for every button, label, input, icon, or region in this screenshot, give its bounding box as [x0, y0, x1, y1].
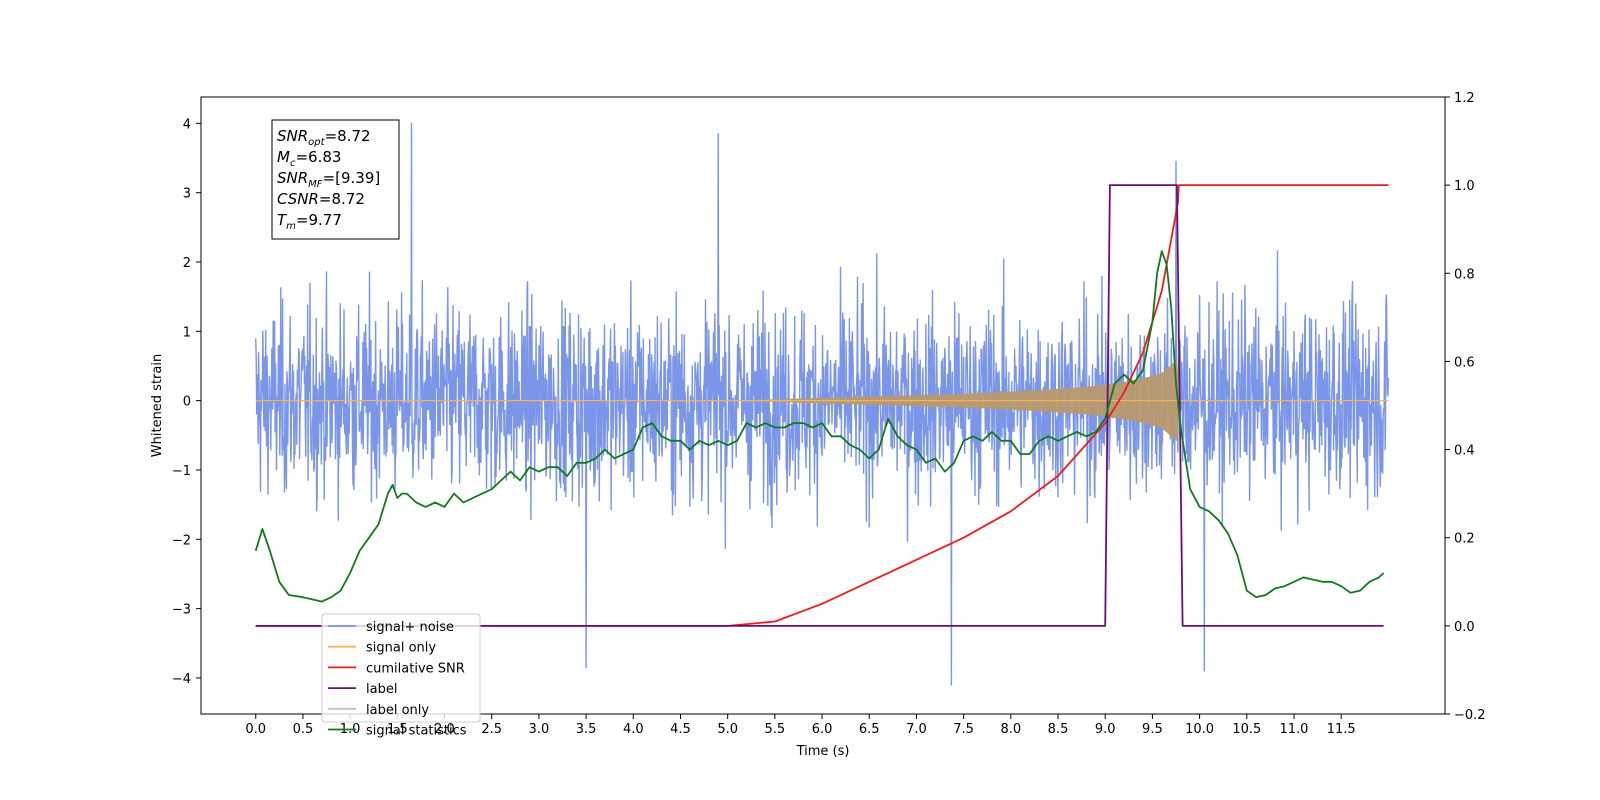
y2-tick-label: 0.0 — [1454, 620, 1475, 635]
y-tick-label: 4 — [183, 117, 191, 132]
signal-statistics-line — [254, 250, 1385, 603]
y2-tick-label: 0.4 — [1454, 444, 1475, 459]
x-tick-label: 4.0 — [623, 722, 644, 737]
signal-noise-line — [255, 122, 1390, 686]
lines-layer — [254, 184, 1389, 627]
stats-box: SNRopt=8.72Mc=6.83SNRMF=[9.39]CSNR=8.72T… — [271, 119, 400, 240]
y-tick-label: 3 — [183, 187, 191, 202]
x-tick-label: 1.5 — [387, 722, 408, 737]
y-tick-label: −1 — [172, 464, 191, 479]
stat-line: CSNR=8.72 — [277, 190, 365, 208]
x-tick-label: 5.5 — [765, 722, 786, 737]
x-tick-label: 7.0 — [906, 722, 927, 737]
label-line — [255, 184, 1384, 627]
x-tick-label: 9.0 — [1095, 722, 1116, 737]
stat-value: =6.83 — [295, 148, 341, 166]
y2-tick-label: 0.8 — [1454, 267, 1475, 282]
x-tick-label: 7.5 — [953, 722, 974, 737]
legend-entry: signal+ noise — [366, 620, 454, 635]
legend-entry: label only — [366, 703, 429, 718]
x-tick-label: 3.0 — [529, 722, 550, 737]
cumulative-snr-line — [255, 184, 1389, 627]
stat-subscript: m — [286, 221, 296, 232]
y-tick-label: −4 — [172, 672, 191, 687]
x-tick-label: 5.0 — [717, 722, 738, 737]
stat-name: SNR — [277, 127, 308, 145]
x-tick-label: 0.5 — [293, 722, 314, 737]
x-tick-label: 6.0 — [812, 722, 833, 737]
stat-name: T — [277, 211, 288, 229]
y-tick-label: −3 — [172, 603, 191, 618]
stat-value: =9.77 — [296, 211, 342, 229]
legend-entry: signal only — [366, 641, 436, 656]
x-tick-label: 11.0 — [1280, 722, 1309, 737]
stat-subscript: opt — [308, 137, 325, 148]
stat-name: CSNR — [277, 190, 319, 208]
plot-frame — [200, 96, 1446, 715]
x-tick-label: 4.5 — [670, 722, 691, 737]
y-tick-label: 2 — [183, 256, 191, 271]
x-tick-label: 6.5 — [859, 722, 880, 737]
stat-line: SNRMF=[9.39] — [277, 169, 380, 190]
stat-line: Tm=9.77 — [277, 211, 342, 232]
stat-subscript: c — [290, 158, 296, 169]
legend: signal+ noise signal only cumilative SNR la… — [321, 613, 481, 739]
stat-value: =8.72 — [325, 127, 371, 145]
legend-entry: signal statistics — [366, 724, 467, 739]
x-tick-label: 3.5 — [576, 722, 597, 737]
stat-line: SNRopt=8.72 — [277, 127, 371, 148]
x-tick-label: 0.0 — [245, 722, 266, 737]
x-tick-label: 10.5 — [1232, 722, 1261, 737]
stat-name: SNR — [277, 169, 308, 187]
x-tick-label: 11.5 — [1327, 722, 1356, 737]
y-tick-label: −2 — [172, 533, 191, 548]
y-tick-label: 0 — [183, 395, 191, 410]
y-tick-label: 1 — [183, 325, 191, 340]
legend-entry: label — [366, 682, 397, 697]
legend-entry: cumilative SNR — [366, 661, 465, 676]
x-axis-label: Time (s) — [796, 744, 850, 759]
y2-tick-label: 0.6 — [1454, 355, 1475, 370]
y2-tick-label: 1.2 — [1454, 91, 1475, 106]
x-tick-label: 10.0 — [1185, 722, 1214, 737]
x-tick-label: 2.5 — [481, 722, 502, 737]
x-tick-label: 8.5 — [1048, 722, 1069, 737]
axes-layer: 0.0 0.5 1.0 1.5 2.0 2.5 3.0 3.5 4.0 4.5 5.0 5.5 6.0 6… — [150, 91, 1486, 759]
stat-value: =[9.39] — [323, 169, 381, 187]
stat-subscript: MF — [308, 179, 323, 190]
signal-layer — [255, 359, 1389, 442]
stat-value: =8.72 — [319, 190, 365, 208]
stats-box-frame — [271, 119, 400, 240]
y-axis-label: Whitened strain — [150, 354, 165, 457]
stat-name: M — [277, 148, 290, 166]
y2-tick-label: −0.2 — [1454, 708, 1486, 723]
noise-layer — [255, 122, 1390, 686]
stat-line: Mc=6.83 — [277, 148, 341, 169]
y2-tick-label: 0.2 — [1454, 532, 1475, 547]
x-tick-label: 2.0 — [434, 722, 455, 737]
x-tick-label: 8.0 — [1000, 722, 1021, 737]
y2-tick-label: 1.0 — [1454, 179, 1475, 194]
x-tick-label: 9.5 — [1142, 722, 1163, 737]
legend-frame — [321, 613, 481, 723]
